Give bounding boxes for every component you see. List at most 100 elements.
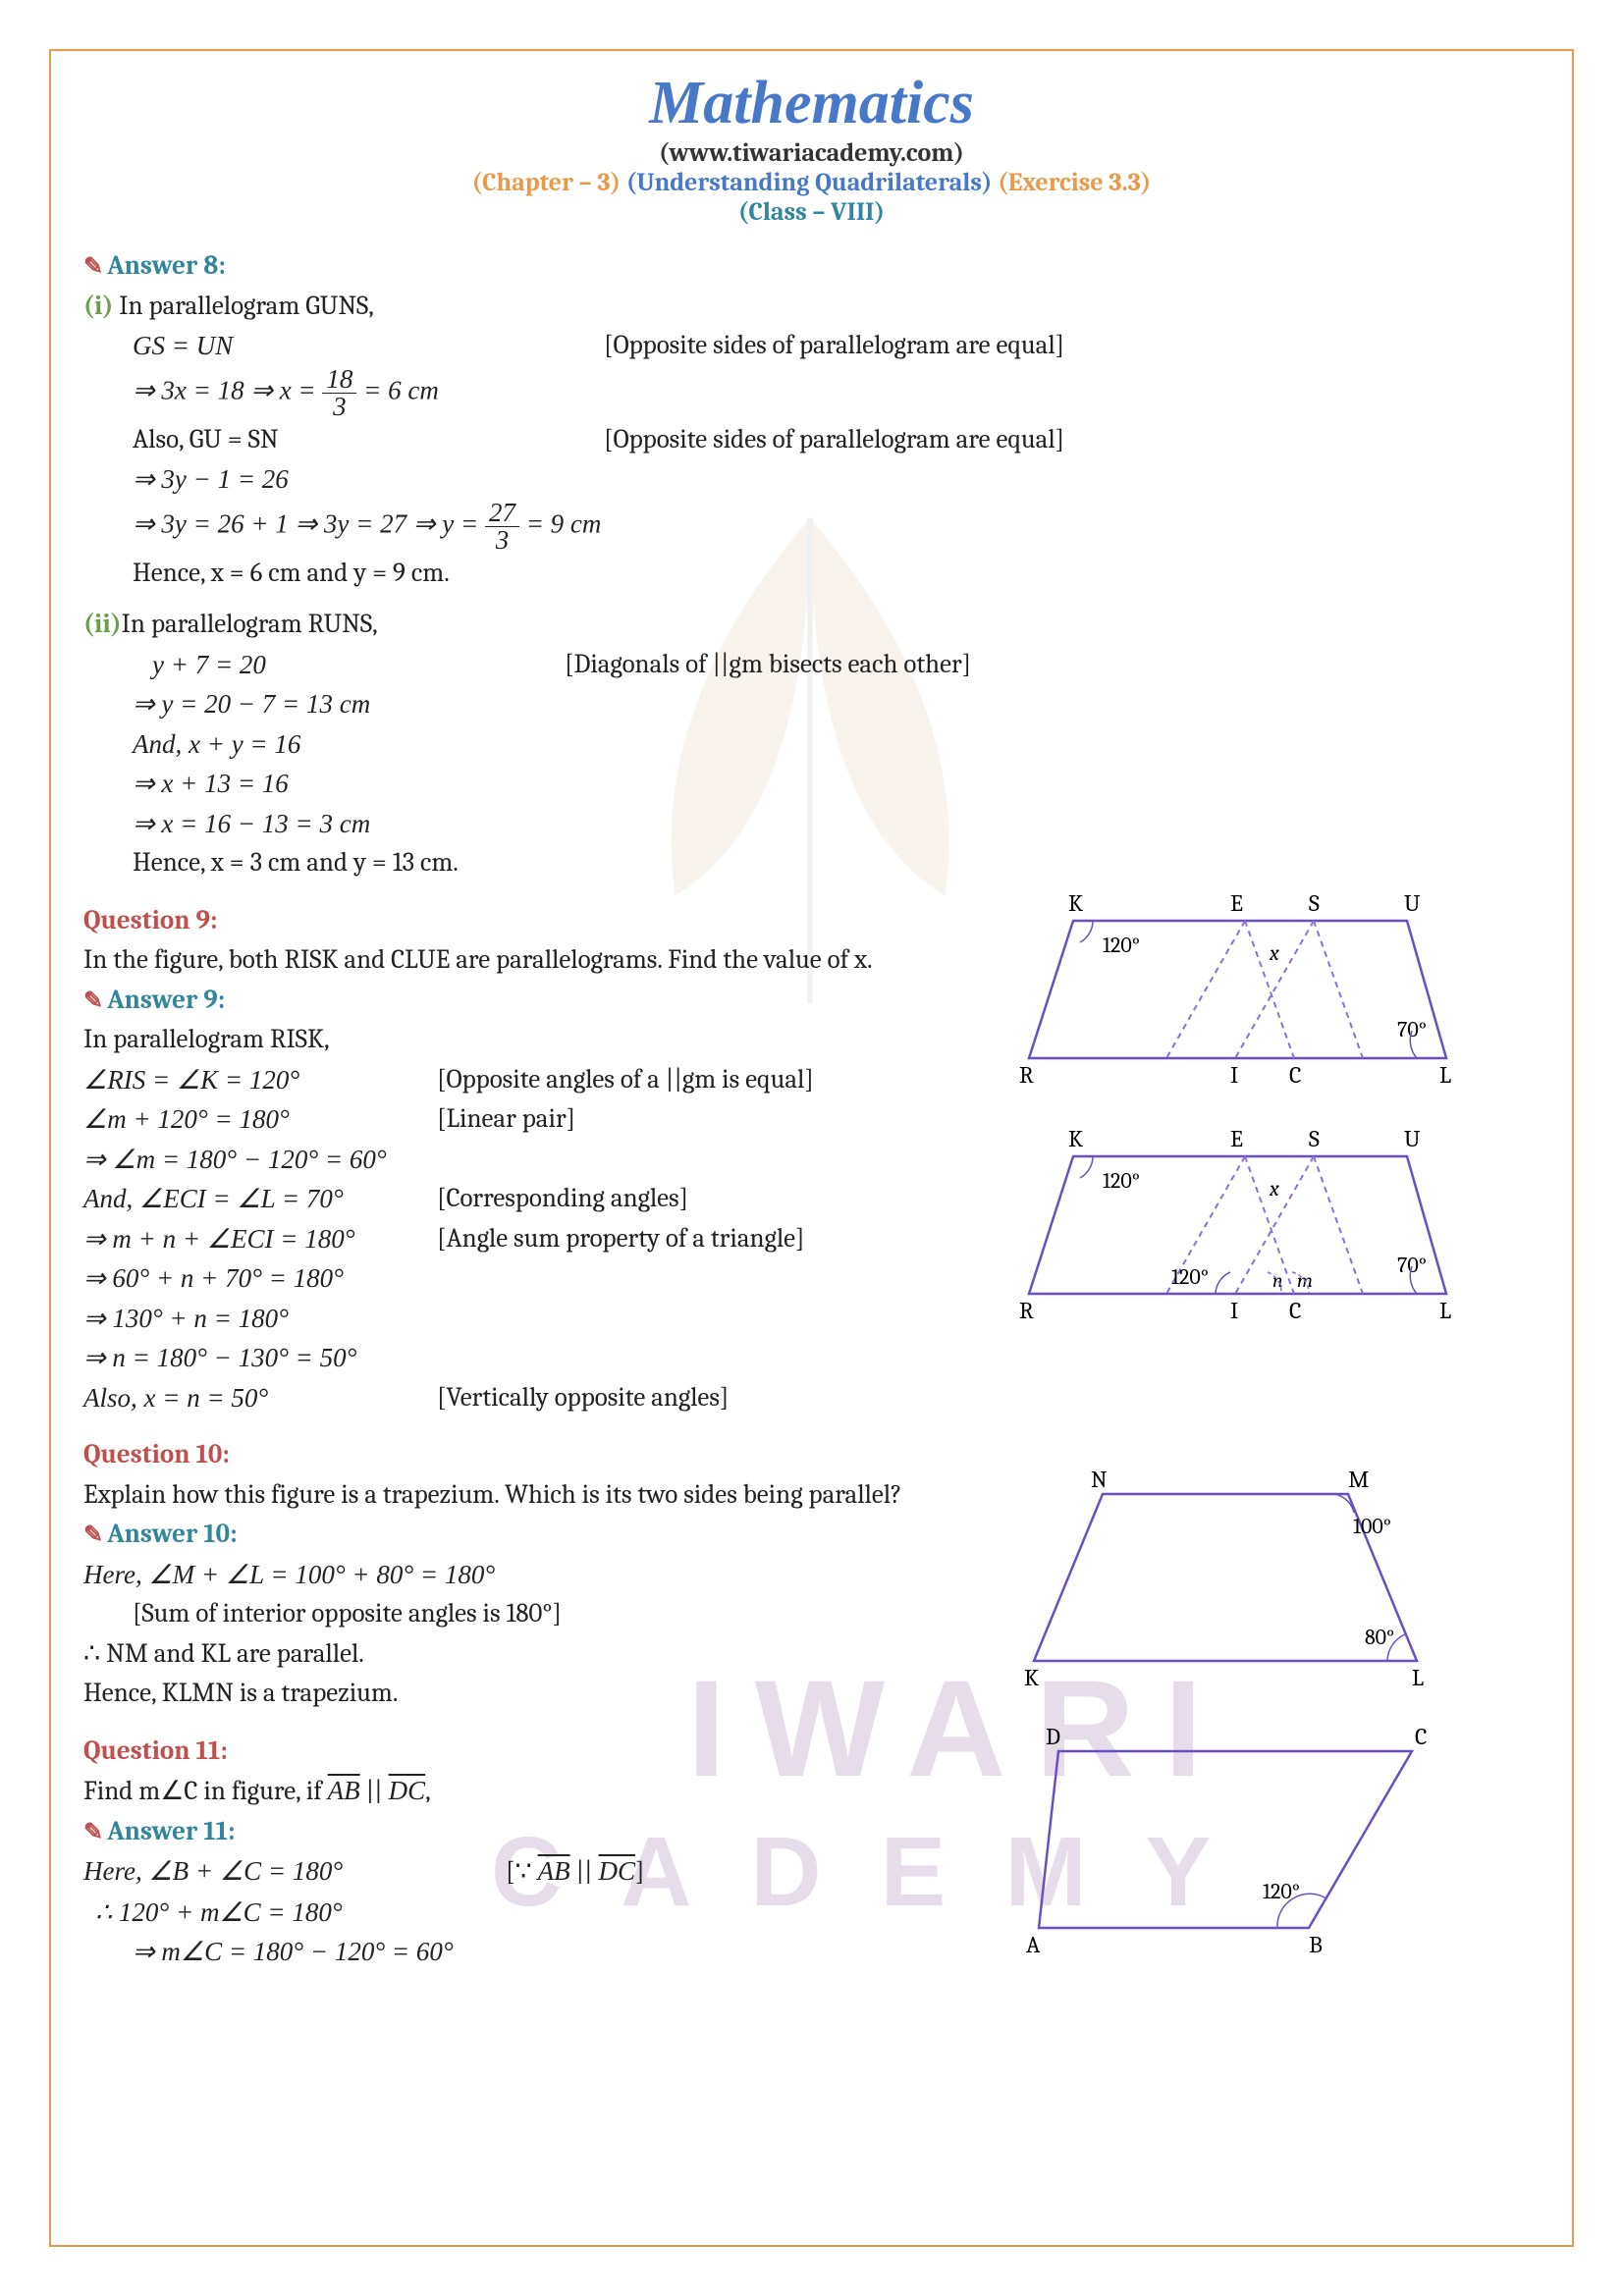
svg-text:I: I xyxy=(1230,1061,1238,1089)
svg-text:I: I xyxy=(1230,1297,1238,1324)
a8-i-l1: In parallelogram GUNS, xyxy=(113,291,373,321)
svg-text:M: M xyxy=(1348,1466,1369,1493)
svg-text:L: L xyxy=(1439,1297,1451,1324)
q11-label: Question 11: xyxy=(83,1735,228,1766)
q11-text: Find m∠C in figure, if AB || DC, xyxy=(83,1776,431,1806)
a8-i-l7: Hence, x = 6 cm and y = 9 cm. xyxy=(83,554,1540,594)
q10-diagram-svg: N M K L 100° 80° xyxy=(1014,1479,1446,1715)
svg-text:L: L xyxy=(1412,1664,1424,1691)
a8-i-l3-row: ⇒ 3x = 18 ⇒ x = 183 = 6 cm xyxy=(83,366,1540,420)
q9-r6: [Angle sum property of a triangle] xyxy=(437,1219,805,1259)
frac-den: 3 xyxy=(322,394,356,420)
q9-text: In the figure, both RISK and CLUE are pa… xyxy=(83,944,873,975)
svg-text:E: E xyxy=(1230,889,1243,917)
a8-ii-l1: In parallelogram RUNS, xyxy=(122,609,378,639)
q11-l1b-row: [∵ AB || DC] xyxy=(506,1851,645,1893)
q11-l1c: AB xyxy=(538,1856,570,1886)
frac-num: 18 xyxy=(322,366,356,394)
svg-text:70°: 70° xyxy=(1397,1017,1427,1042)
a8-i-l3b: = 6 cm xyxy=(356,375,438,404)
q9-r2: [Opposite angles of a ||gm is equal] xyxy=(437,1060,814,1100)
q11-l1e: DC xyxy=(599,1856,636,1886)
body: Answer 8: (i) In parallelogram GUNS, GS … xyxy=(83,246,1540,1972)
q11-tb: AB xyxy=(328,1776,360,1805)
question-9: K E S U R I C L 120° x 70° K xyxy=(83,901,1540,1418)
q10-figure: N M K L 100° 80° xyxy=(1014,1479,1446,1728)
q9-l3: ∠m + 120° = 180° xyxy=(83,1099,437,1140)
svg-text:80°: 80° xyxy=(1365,1625,1394,1650)
page-header: Mathematics (www.tiwariacademy.com) (Cha… xyxy=(83,69,1540,227)
svg-text:D: D xyxy=(1046,1723,1060,1750)
q11-l1b: [∵ xyxy=(506,1856,538,1887)
q9-figures: K E S U R I C L 120° x 70° K xyxy=(1019,901,1451,1365)
a8-ii-l6: ⇒ x = 16 − 13 = 3 cm xyxy=(83,804,1540,844)
q9-r10: [Vertically opposite angles] xyxy=(437,1378,729,1418)
q9-l2: ∠RIS = ∠K = 120° xyxy=(83,1060,437,1100)
q9-l6: ⇒ m + n + ∠ECI = 180° xyxy=(83,1219,437,1259)
q11-diagram-svg: D C A B 120° xyxy=(1014,1736,1446,1982)
svg-text:K: K xyxy=(1024,1664,1039,1691)
topic-label: (Understanding Quadrilaterals) xyxy=(626,168,993,197)
svg-text:K: K xyxy=(1068,1125,1083,1152)
a8-i-l2: GS = UN xyxy=(133,326,604,366)
q11-l1f: ] xyxy=(635,1856,644,1887)
q11-ta: Find m∠C in figure, if xyxy=(83,1776,328,1806)
part-i: (i) xyxy=(83,291,113,321)
a8-ii-l5: ⇒ x + 13 = 16 xyxy=(83,764,1540,804)
svg-text:x: x xyxy=(1269,1176,1279,1201)
svg-text:x: x xyxy=(1269,940,1279,966)
q11-l1a: Here, ∠B + ∠C = 180° xyxy=(83,1851,506,1893)
svg-text:R: R xyxy=(1019,1061,1034,1089)
svg-text:A: A xyxy=(1026,1931,1041,1958)
svg-text:S: S xyxy=(1309,1125,1320,1152)
exercise-label: (Exercise 3.3) xyxy=(998,168,1151,197)
svg-text:120°: 120° xyxy=(1263,1879,1300,1904)
a8-i-l5: ⇒ 3y − 1 = 26 xyxy=(83,459,1540,500)
question-11: D C A B 120° Question 11: Find m∠C in fi… xyxy=(83,1732,1540,1972)
page-content: Mathematics (www.tiwariacademy.com) (Cha… xyxy=(0,0,1623,2058)
svg-text:70°: 70° xyxy=(1397,1253,1427,1278)
q9-l1: In parallelogram RISK, xyxy=(83,1024,330,1054)
part-ii: (ii) xyxy=(83,609,122,639)
answer-8-label: Answer 8: xyxy=(83,250,226,281)
svg-text:C: C xyxy=(1289,1061,1301,1089)
svg-text:120°: 120° xyxy=(1171,1264,1209,1290)
a8-ii-l7: Hence, x = 3 cm and y = 13 cm. xyxy=(83,843,1540,883)
q10-label: Question 10: xyxy=(83,1439,230,1469)
q9-r5: [Corresponding angles] xyxy=(437,1179,688,1219)
question-10: N M K L 100° 80° Question 10: Explain ho… xyxy=(83,1435,1540,1714)
svg-text:K: K xyxy=(1068,889,1083,917)
svg-text:E: E xyxy=(1230,1125,1243,1152)
q9-r3: [Linear pair] xyxy=(437,1099,575,1140)
svg-text:U: U xyxy=(1404,1125,1421,1152)
svg-text:C: C xyxy=(1415,1723,1427,1750)
a8-i-l6: ⇒ 3y = 26 + 1 ⇒ 3y = 27 ⇒ y = xyxy=(133,508,485,538)
q9-l10: Also, x = n = 50° xyxy=(83,1378,437,1418)
a8-i-l6-row: ⇒ 3y = 26 + 1 ⇒ 3y = 27 ⇒ y = 273 = 9 cm xyxy=(83,500,1540,554)
a10-label: Answer 10: xyxy=(83,1519,238,1549)
a8-ii-r2: [Diagonals of ||gm bisects each other] xyxy=(565,645,1540,685)
q11-td: DC xyxy=(389,1776,426,1805)
q11-l1d: || xyxy=(570,1856,599,1887)
svg-text:U: U xyxy=(1404,889,1421,917)
a9-label: Answer 9: xyxy=(83,985,225,1015)
svg-text:S: S xyxy=(1309,889,1320,917)
svg-text:R: R xyxy=(1019,1297,1034,1324)
svg-text:120°: 120° xyxy=(1103,1168,1140,1194)
a8-ii-l4: And, x + y = 16 xyxy=(83,724,1540,765)
q9-l5: And, ∠ECI = ∠L = 70° xyxy=(83,1179,437,1219)
a8-ii-l2: y + 7 = 20 xyxy=(152,645,565,685)
chapter-label: (Chapter – 3) xyxy=(472,168,622,197)
a8-i-l4: Also, GU = SN xyxy=(133,420,604,460)
website-url: (www.tiwariacademy.com) xyxy=(83,138,1540,168)
svg-text:L: L xyxy=(1439,1061,1451,1089)
frac-den: 3 xyxy=(485,527,519,554)
page-title: Mathematics xyxy=(83,69,1540,138)
answer-8: Answer 8: (i) In parallelogram GUNS, GS … xyxy=(83,246,1540,883)
a8-i-r2: [Opposite sides of parallelogram are equ… xyxy=(604,326,1540,366)
q9-diagram-svg: K E S U R I C L 120° x 70° K xyxy=(1019,901,1451,1353)
q10-text: Explain how this figure is a trapezium. … xyxy=(83,1479,901,1510)
a8-i-r4: [Opposite sides of parallelogram are equ… xyxy=(604,420,1540,460)
class-label: (Class – VIII) xyxy=(83,197,1540,227)
svg-text:C: C xyxy=(1289,1297,1301,1324)
